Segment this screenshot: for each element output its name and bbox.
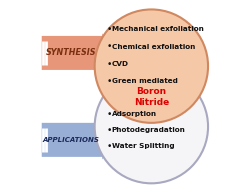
Text: Adsorption: Adsorption xyxy=(112,111,157,117)
Text: SYNTHESIS: SYNTHESIS xyxy=(46,48,96,57)
Text: Green mediated: Green mediated xyxy=(112,78,178,84)
Text: Chemical exfoliation: Chemical exfoliation xyxy=(112,44,195,50)
Circle shape xyxy=(95,70,208,183)
Text: Water Splitting: Water Splitting xyxy=(112,143,174,149)
Text: CVD: CVD xyxy=(112,61,129,67)
FancyArrow shape xyxy=(42,33,117,73)
FancyArrow shape xyxy=(42,120,117,159)
Text: •: • xyxy=(106,42,111,51)
Text: •: • xyxy=(106,60,111,69)
Text: •: • xyxy=(106,110,111,119)
Text: Photodegradation: Photodegradation xyxy=(112,127,185,133)
Text: •: • xyxy=(106,142,111,151)
Text: •: • xyxy=(106,126,111,135)
Text: •: • xyxy=(106,25,111,34)
Circle shape xyxy=(95,9,208,123)
Text: Mechanical exfoliation: Mechanical exfoliation xyxy=(112,26,203,32)
Text: Boron
Nitride: Boron Nitride xyxy=(134,87,169,107)
Text: APPLICATIONS: APPLICATIONS xyxy=(42,137,99,143)
Text: •: • xyxy=(106,77,111,86)
